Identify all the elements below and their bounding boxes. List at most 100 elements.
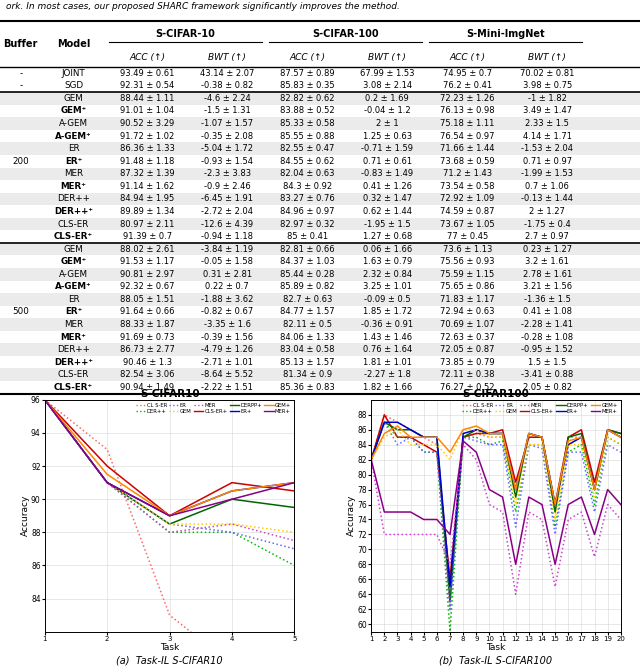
Text: -2.27 ± 1.8: -2.27 ± 1.8 xyxy=(364,370,411,379)
Text: 0.31 ± 2.81: 0.31 ± 2.81 xyxy=(203,269,252,279)
Text: JOINT: JOINT xyxy=(61,69,86,78)
Text: -0.95 ± 1.52: -0.95 ± 1.52 xyxy=(521,345,573,354)
Text: 93.49 ± 0.61: 93.49 ± 0.61 xyxy=(120,69,174,78)
Text: GEM: GEM xyxy=(64,245,83,253)
Text: 85.55 ± 0.88: 85.55 ± 0.88 xyxy=(280,132,335,140)
Text: 85.33 ± 0.58: 85.33 ± 0.58 xyxy=(280,119,335,128)
Text: -0.94 ± 1.18: -0.94 ± 1.18 xyxy=(201,232,253,241)
Text: ork. In most cases, our proposed SHARC framework significantly improves the meth: ork. In most cases, our proposed SHARC f… xyxy=(6,2,400,11)
Text: 85.44 ± 0.28: 85.44 ± 0.28 xyxy=(280,269,334,279)
Text: 3.25 ± 1.01: 3.25 ± 1.01 xyxy=(363,282,412,291)
Text: 73.54 ± 0.58: 73.54 ± 0.58 xyxy=(440,182,495,191)
Text: 74.95 ± 0.7: 74.95 ± 0.7 xyxy=(443,69,492,78)
Text: ACC (↑): ACC (↑) xyxy=(289,53,325,62)
Bar xyxy=(0,368,640,381)
Text: DER++⁺: DER++⁺ xyxy=(54,358,93,367)
Text: 72.11 ± 0.38: 72.11 ± 0.38 xyxy=(440,370,495,379)
Text: 92.31 ± 0.54: 92.31 ± 0.54 xyxy=(120,81,174,90)
Text: -2.71 ± 1.01: -2.71 ± 1.01 xyxy=(201,358,253,367)
Text: 82.97 ± 0.32: 82.97 ± 0.32 xyxy=(280,220,335,228)
Text: ER⁺: ER⁺ xyxy=(65,157,82,166)
Text: 82.7 ± 0.63: 82.7 ± 0.63 xyxy=(282,295,332,304)
Text: 82.81 ± 0.66: 82.81 ± 0.66 xyxy=(280,245,335,253)
Text: 90.46 ± 1.3: 90.46 ± 1.3 xyxy=(123,358,172,367)
Text: 75.65 ± 0.86: 75.65 ± 0.86 xyxy=(440,282,495,291)
Text: 91.39 ± 0.7: 91.39 ± 0.7 xyxy=(123,232,172,241)
Text: 87.32 ± 1.39: 87.32 ± 1.39 xyxy=(120,169,175,178)
Text: -5.04 ± 1.72: -5.04 ± 1.72 xyxy=(201,144,253,153)
Text: -1 ± 1.82: -1 ± 1.82 xyxy=(528,94,566,103)
Text: 2.78 ± 1.61: 2.78 ± 1.61 xyxy=(523,269,572,279)
Text: 2 ± 1.27: 2 ± 1.27 xyxy=(529,207,565,216)
Text: GEM⁺: GEM⁺ xyxy=(60,257,87,266)
Text: 1.43 ± 1.46: 1.43 ± 1.46 xyxy=(363,333,412,341)
Text: 70.69 ± 1.07: 70.69 ± 1.07 xyxy=(440,320,495,329)
Text: 0.62 ± 1.44: 0.62 ± 1.44 xyxy=(363,207,412,216)
Legend: CL S-ER, DER++, ER, GEM, MER, CLS-ER+, DERPP+, ER+, GEM+, MER+: CL S-ER, DER++, ER, GEM, MER, CLS-ER+, D… xyxy=(461,403,618,415)
Text: Model: Model xyxy=(57,39,90,49)
Text: 1.63 ± 0.79: 1.63 ± 0.79 xyxy=(363,257,412,266)
Text: 1.85 ± 1.72: 1.85 ± 1.72 xyxy=(363,307,412,317)
Text: -: - xyxy=(19,69,22,78)
Text: 84.3 ± 0.92: 84.3 ± 0.92 xyxy=(283,182,332,191)
Text: 88.05 ± 1.51: 88.05 ± 1.51 xyxy=(120,295,174,304)
Text: 3.21 ± 1.56: 3.21 ± 1.56 xyxy=(523,282,572,291)
Text: 85.89 ± 0.82: 85.89 ± 0.82 xyxy=(280,282,335,291)
Bar xyxy=(0,167,640,180)
Text: 74.59 ± 0.87: 74.59 ± 0.87 xyxy=(440,207,495,216)
Text: -1.88 ± 3.62: -1.88 ± 3.62 xyxy=(201,295,253,304)
Text: 91.48 ± 1.18: 91.48 ± 1.18 xyxy=(120,157,174,166)
Text: 73.6 ± 1.13: 73.6 ± 1.13 xyxy=(442,245,492,253)
Text: -4.6 ± 2.24: -4.6 ± 2.24 xyxy=(204,94,251,103)
Text: 91.72 ± 1.02: 91.72 ± 1.02 xyxy=(120,132,174,140)
Text: -2.28 ± 1.41: -2.28 ± 1.41 xyxy=(521,320,573,329)
Text: -3.41 ± 0.88: -3.41 ± 0.88 xyxy=(521,370,573,379)
Text: 85.13 ± 1.57: 85.13 ± 1.57 xyxy=(280,358,335,367)
Text: 82.04 ± 0.63: 82.04 ± 0.63 xyxy=(280,169,335,178)
Text: DER++⁺: DER++⁺ xyxy=(54,207,93,216)
Text: -4.79 ± 1.26: -4.79 ± 1.26 xyxy=(201,345,253,354)
Text: 200: 200 xyxy=(12,157,29,166)
Text: MER: MER xyxy=(64,169,83,178)
Text: 72.23 ± 1.26: 72.23 ± 1.26 xyxy=(440,94,495,103)
Text: -1.95 ± 1.5: -1.95 ± 1.5 xyxy=(364,220,410,228)
Text: -: - xyxy=(19,81,22,90)
Text: 83.88 ± 0.52: 83.88 ± 0.52 xyxy=(280,106,335,116)
Text: 84.55 ± 0.62: 84.55 ± 0.62 xyxy=(280,157,334,166)
Text: 76.13 ± 0.98: 76.13 ± 0.98 xyxy=(440,106,495,116)
Text: 91.69 ± 0.73: 91.69 ± 0.73 xyxy=(120,333,175,341)
Text: 0.41 ± 1.26: 0.41 ± 1.26 xyxy=(363,182,412,191)
Text: -2.3 ± 3.83: -2.3 ± 3.83 xyxy=(204,169,251,178)
Text: -1.36 ± 1.5: -1.36 ± 1.5 xyxy=(524,295,571,304)
Text: 71.2 ± 1.43: 71.2 ± 1.43 xyxy=(443,169,492,178)
Text: S-CIFAR-10: S-CIFAR-10 xyxy=(156,29,216,39)
Text: 91.64 ± 0.66: 91.64 ± 0.66 xyxy=(120,307,175,317)
Text: -0.38 ± 0.82: -0.38 ± 0.82 xyxy=(201,81,253,90)
Text: -1.5 ± 1.31: -1.5 ± 1.31 xyxy=(204,106,251,116)
Text: -3.84 ± 1.19: -3.84 ± 1.19 xyxy=(201,245,253,253)
Text: 0.7 ± 1.06: 0.7 ± 1.06 xyxy=(525,182,569,191)
Y-axis label: Accuracy: Accuracy xyxy=(20,495,29,536)
Text: -0.13 ± 1.44: -0.13 ± 1.44 xyxy=(521,194,573,204)
Text: 0.06 ± 1.66: 0.06 ± 1.66 xyxy=(363,245,412,253)
Text: -0.83 ± 1.49: -0.83 ± 1.49 xyxy=(361,169,413,178)
Text: -2.22 ± 1.51: -2.22 ± 1.51 xyxy=(201,383,253,392)
Text: 88.33 ± 1.87: 88.33 ± 1.87 xyxy=(120,320,175,329)
Text: 1.82 ± 1.66: 1.82 ± 1.66 xyxy=(363,383,412,392)
Text: 82.82 ± 0.62: 82.82 ± 0.62 xyxy=(280,94,335,103)
Text: 0.71 ± 0.61: 0.71 ± 0.61 xyxy=(363,157,412,166)
Text: 2 ± 1: 2 ± 1 xyxy=(376,119,399,128)
Text: -1.99 ± 1.53: -1.99 ± 1.53 xyxy=(521,169,573,178)
Bar xyxy=(0,243,640,255)
Text: 75.59 ± 1.15: 75.59 ± 1.15 xyxy=(440,269,494,279)
Text: S-CIFAR-100: S-CIFAR-100 xyxy=(312,29,379,39)
Bar xyxy=(0,142,640,155)
Text: A-GEM⁺: A-GEM⁺ xyxy=(55,132,92,140)
Text: MER⁺: MER⁺ xyxy=(61,333,86,341)
Text: -0.04 ± 1.2: -0.04 ± 1.2 xyxy=(364,106,410,116)
Bar xyxy=(0,319,640,331)
Text: BWT (↑): BWT (↑) xyxy=(528,53,566,62)
Text: (a)  Task-IL S-CIFAR10: (a) Task-IL S-CIFAR10 xyxy=(116,655,223,665)
Text: -3.35 ± 1.6: -3.35 ± 1.6 xyxy=(204,320,251,329)
Text: 1.81 ± 1.01: 1.81 ± 1.01 xyxy=(363,358,412,367)
